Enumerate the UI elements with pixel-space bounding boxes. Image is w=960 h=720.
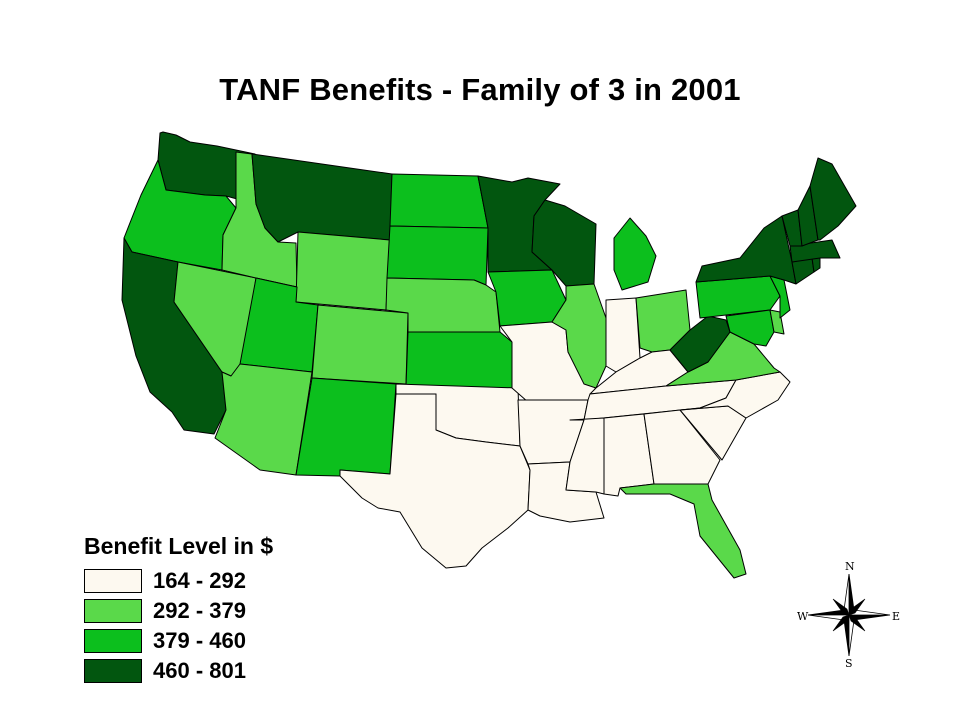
state-nc	[679, 371, 791, 419]
state-nm	[295, 377, 397, 477]
compass-rose	[807, 573, 891, 657]
state-sd	[386, 225, 489, 286]
map-title: TANF Benefits - Family of 3 in 2001	[219, 72, 741, 107]
state-il	[551, 283, 607, 389]
state-ri	[811, 257, 821, 273]
legend-swatch-3	[84, 659, 142, 683]
legend-label: 460 - 801	[153, 658, 246, 683]
legend-title: Benefit Level in $	[84, 533, 274, 559]
compass-north-label: N	[845, 560, 855, 573]
legend: Benefit Level in $ 164 - 292 292 - 379 3…	[84, 533, 273, 686]
state-az	[214, 363, 313, 476]
legend-item: 460 - 801	[84, 656, 273, 686]
legend-item: 164 - 292	[84, 566, 273, 596]
legend-label: 164 - 292	[153, 568, 246, 593]
legend-label: 379 - 460	[153, 628, 246, 653]
state-fl	[619, 483, 747, 579]
state-ga	[643, 409, 721, 485]
state-wy	[295, 231, 391, 311]
state-mt	[251, 153, 393, 243]
state-nd	[389, 173, 489, 229]
state-tx	[339, 393, 531, 569]
state-ks	[405, 331, 513, 389]
legend-label: 292 - 379	[153, 598, 246, 623]
legend-swatch-1	[84, 599, 142, 623]
legend-swatch-2	[84, 629, 142, 653]
legend-swatch-0	[84, 569, 142, 593]
state-me	[809, 157, 857, 241]
compass-east-label: E	[892, 610, 901, 623]
state-ny	[695, 215, 797, 285]
state-co	[311, 304, 409, 385]
state-mi	[613, 217, 657, 291]
compass-west-label: W	[797, 610, 809, 623]
legend-item: 292 - 379	[84, 596, 273, 626]
compass-south-label: S	[845, 657, 853, 670]
legend-item: 379 - 460	[84, 626, 273, 656]
